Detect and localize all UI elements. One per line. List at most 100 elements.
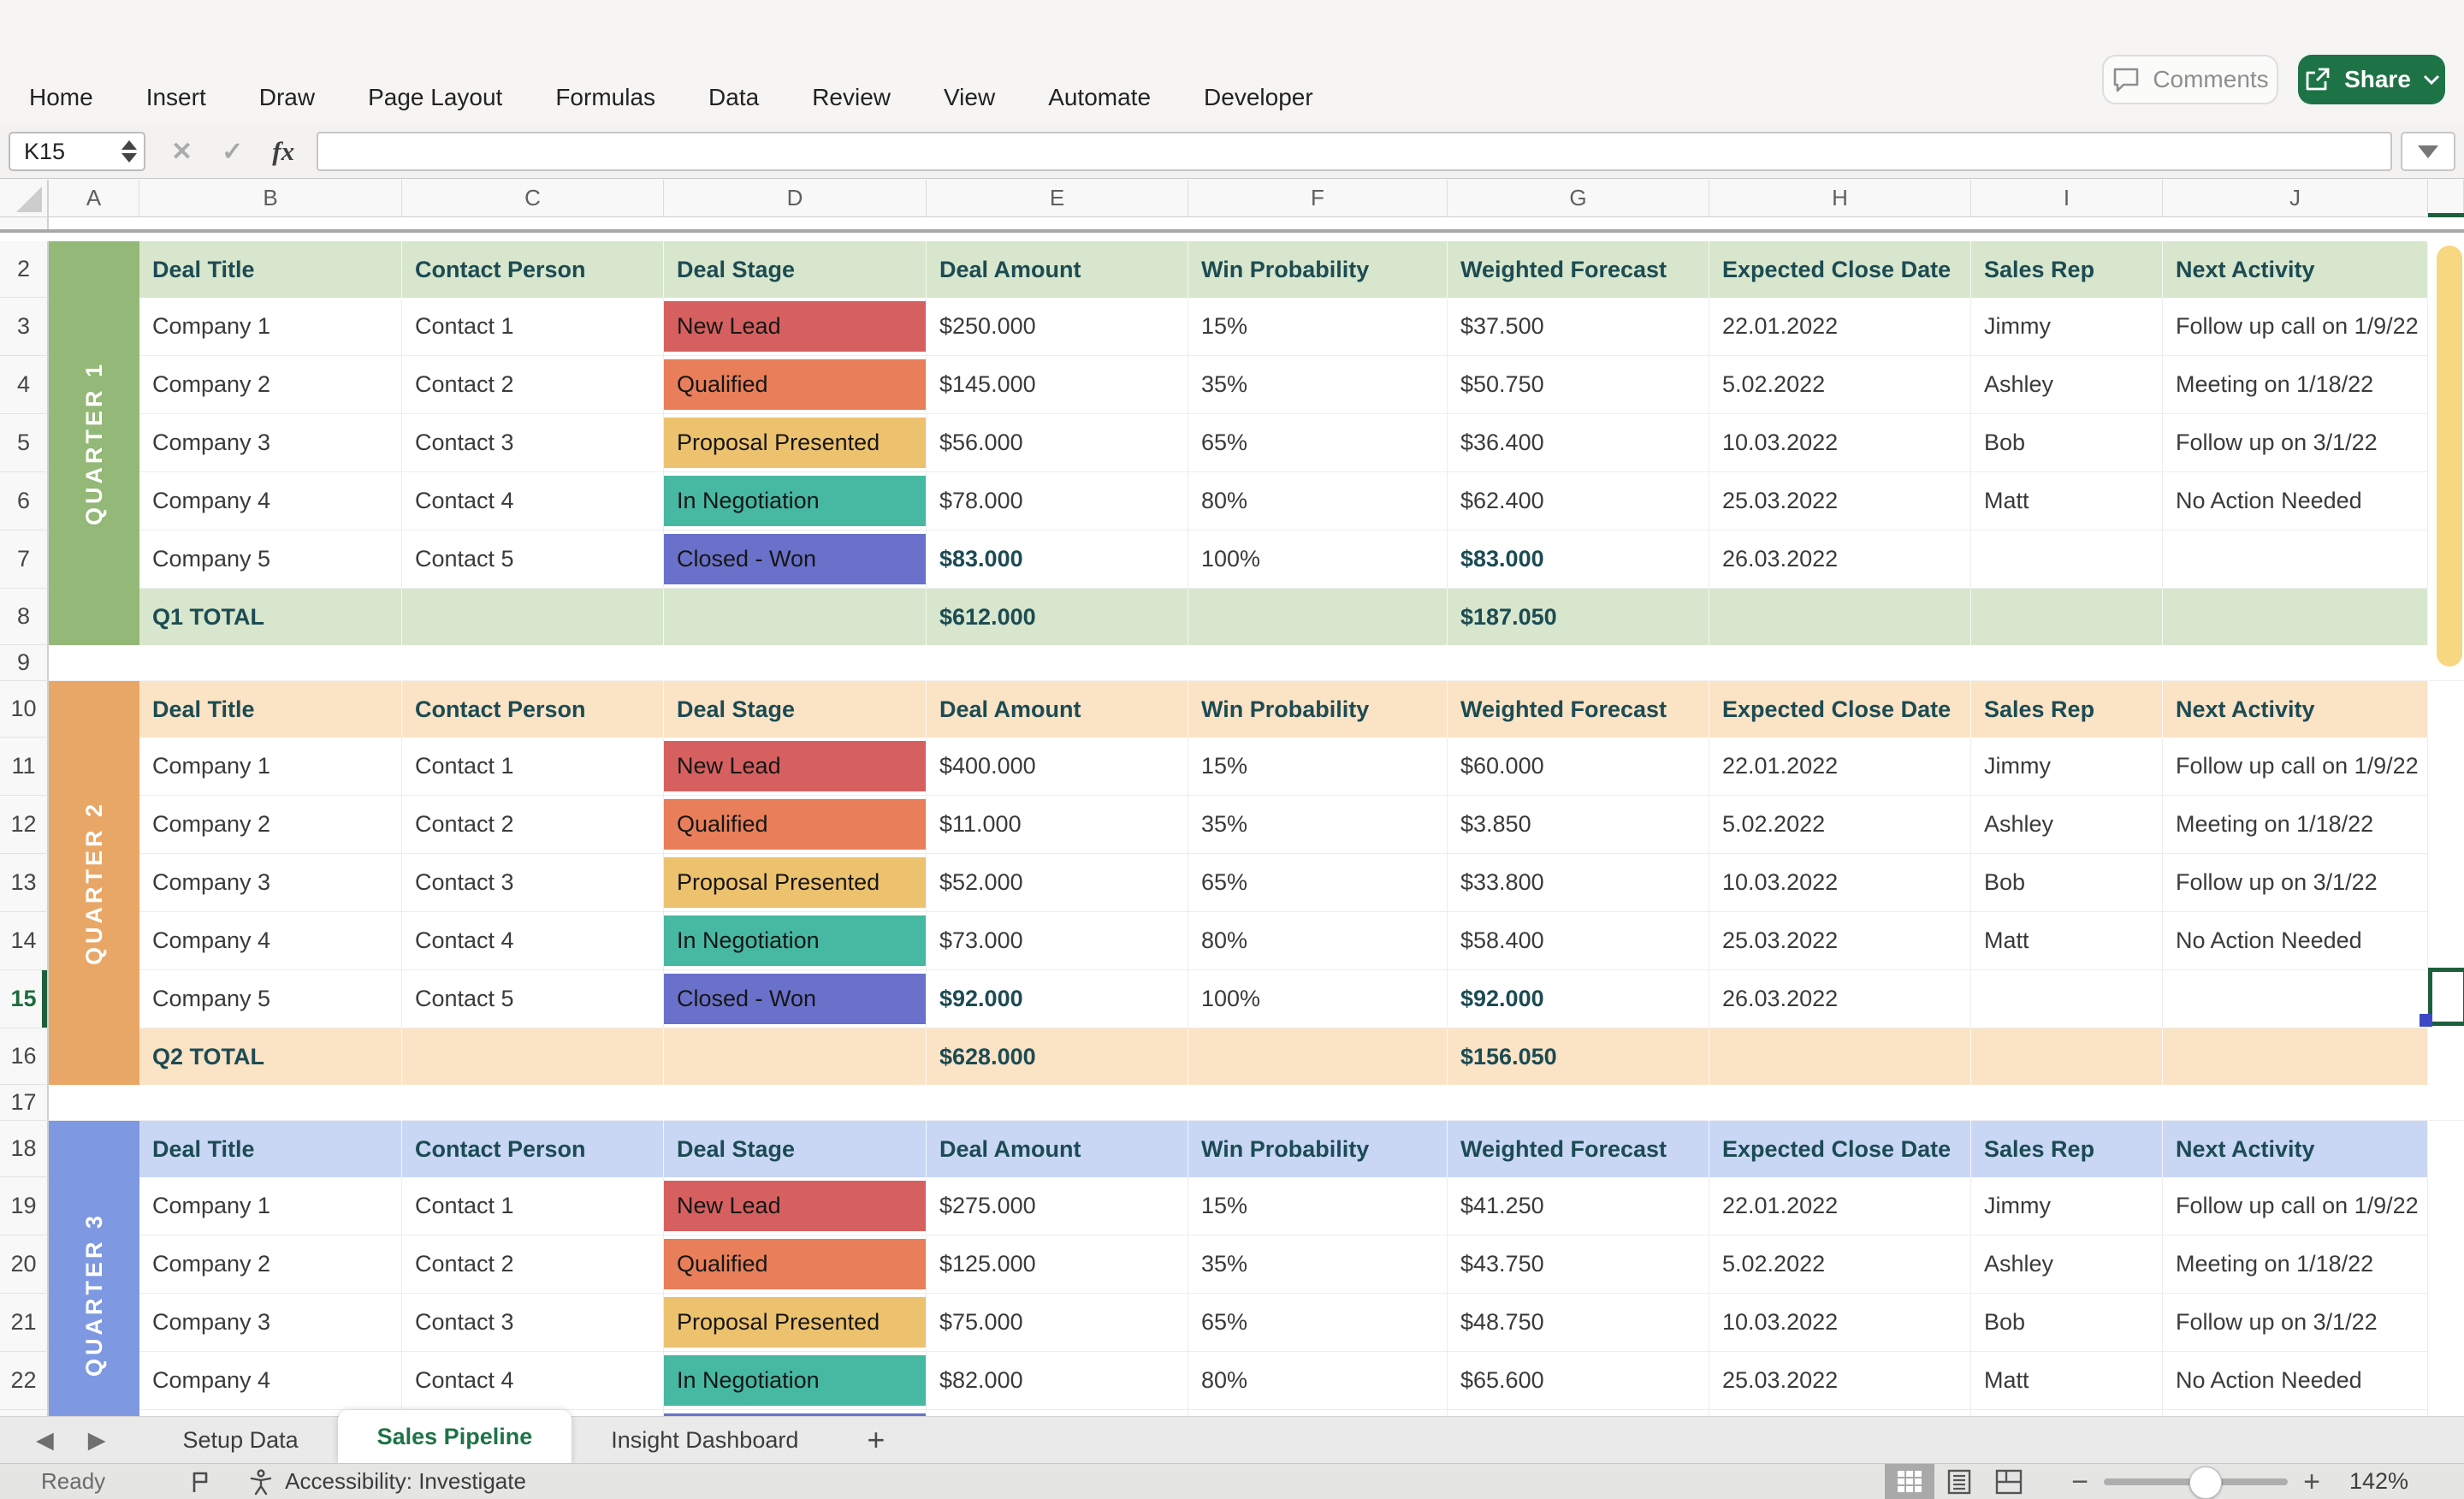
close-date-cell[interactable]: 5.02.2022 xyxy=(1709,1235,1971,1294)
column-title[interactable]: Expected Close Date xyxy=(1709,1121,1971,1177)
quarter-1-band[interactable]: QUARTER 1 xyxy=(49,241,139,645)
close-date-cell[interactable]: 5.02.2022 xyxy=(1709,796,1971,854)
deal-stage-cell[interactable]: Qualified xyxy=(664,356,927,414)
close-date-cell[interactable]: 22.01.2022 xyxy=(1709,298,1971,356)
column-title[interactable]: Contact Person xyxy=(402,681,664,738)
name-box-spinner[interactable] xyxy=(121,140,137,163)
row-number[interactable]: 16 xyxy=(0,1028,49,1085)
column-title[interactable]: Win Probability xyxy=(1188,1121,1448,1177)
contact-person-cell[interactable]: Contact 2 xyxy=(402,1235,664,1294)
column-header-b[interactable]: B xyxy=(139,180,402,216)
deal-stage-cell[interactable]: In Negotiation xyxy=(664,912,927,970)
sales-rep-cell[interactable] xyxy=(1971,530,2163,589)
column-header-i[interactable]: I xyxy=(1971,180,2163,216)
contact-person-cell[interactable]: Contact 4 xyxy=(402,912,664,970)
deal-stage-cell[interactable]: New Lead xyxy=(664,738,927,796)
weighted-forecast-cell[interactable] xyxy=(1448,1410,1709,1416)
win-probability-cell[interactable]: 80% xyxy=(1188,1352,1448,1410)
sales-rep-cell[interactable]: Bob xyxy=(1971,414,2163,472)
formula-bar-expand-button[interactable] xyxy=(2401,132,2455,171)
row-number[interactable]: 2 xyxy=(0,241,49,298)
deal-stage-cell[interactable]: New Lead xyxy=(664,1177,927,1235)
deal-stage-cell[interactable]: New Lead xyxy=(664,298,927,356)
win-probability-cell[interactable]: 35% xyxy=(1188,796,1448,854)
next-activity-cell[interactable]: Meeting on 1/18/22 xyxy=(2163,796,2428,854)
column-title[interactable]: Win Probability xyxy=(1188,681,1448,738)
deal-title-cell[interactable]: Company 4 xyxy=(139,1352,402,1410)
total-forecast-cell[interactable]: $187.050 xyxy=(1448,589,1709,645)
add-sheet-button[interactable]: + xyxy=(867,1422,886,1457)
win-probability-cell[interactable]: 65% xyxy=(1188,1294,1448,1352)
column-title[interactable]: Deal Amount xyxy=(927,681,1188,738)
next-activity-cell[interactable]: Follow up call on 1/9/22 xyxy=(2163,298,2428,356)
tab-home[interactable]: Home xyxy=(29,84,93,110)
win-probability-cell[interactable]: 100% xyxy=(1188,970,1448,1028)
deal-amount-cell[interactable]: $275.000 xyxy=(927,1177,1188,1235)
column-title[interactable]: Sales Rep xyxy=(1971,1121,2163,1177)
sales-rep-cell[interactable]: Ashley xyxy=(1971,356,2163,414)
contact-person-cell[interactable]: Contact 5 xyxy=(402,530,664,589)
total-forecast-cell[interactable]: $156.050 xyxy=(1448,1028,1709,1085)
column-header-e[interactable]: E xyxy=(927,180,1188,216)
zoom-in-button[interactable]: + xyxy=(2303,1465,2320,1498)
column-title[interactable]: Expected Close Date xyxy=(1709,681,1971,738)
deal-title-cell[interactable]: Company 5 xyxy=(139,530,402,589)
sales-rep-cell[interactable]: Jimmy xyxy=(1971,738,2163,796)
quarter-2-band[interactable]: QUARTER 2 xyxy=(49,681,139,1085)
sales-rep-cell[interactable]: Matt xyxy=(1971,1352,2163,1410)
deal-amount-cell[interactable]: $56.000 xyxy=(927,414,1188,472)
next-activity-cell[interactable]: No Action Needed xyxy=(2163,472,2428,530)
next-activity-cell[interactable]: Meeting on 1/18/22 xyxy=(2163,1235,2428,1294)
win-probability-cell[interactable]: 35% xyxy=(1188,356,1448,414)
column-header-g[interactable]: G xyxy=(1448,180,1709,216)
function-icon[interactable]: fx xyxy=(272,136,295,166)
sheet-tab-setup-data[interactable]: Setup Data xyxy=(182,1426,299,1453)
win-probability-cell[interactable]: 80% xyxy=(1188,912,1448,970)
column-header-d[interactable]: D xyxy=(664,180,927,216)
row-number[interactable]: 9 xyxy=(0,645,49,681)
deal-title-cell[interactable]: Company 1 xyxy=(139,738,402,796)
weighted-forecast-cell[interactable]: $92.000 xyxy=(1448,970,1709,1028)
column-header-f[interactable]: F xyxy=(1188,180,1448,216)
column-title[interactable]: Deal Amount xyxy=(927,241,1188,298)
deal-amount-cell[interactable]: $11.000 xyxy=(927,796,1188,854)
next-activity-cell[interactable]: Meeting on 1/18/22 xyxy=(2163,356,2428,414)
row-number[interactable]: 14 xyxy=(0,912,49,970)
deal-amount-cell[interactable] xyxy=(927,1410,1188,1416)
weighted-forecast-cell[interactable]: $62.400 xyxy=(1448,472,1709,530)
column-header-h[interactable]: H xyxy=(1709,180,1971,216)
weighted-forecast-cell[interactable]: $41.250 xyxy=(1448,1177,1709,1235)
next-activity-cell[interactable]: Follow up call on 1/9/22 xyxy=(2163,1177,2428,1235)
close-date-cell[interactable]: 10.03.2022 xyxy=(1709,414,1971,472)
tab-automate[interactable]: Automate xyxy=(1048,84,1152,110)
deal-stage-cell[interactable]: In Negotiation xyxy=(664,472,927,530)
column-header-j[interactable]: J xyxy=(2163,180,2428,216)
deal-amount-cell[interactable]: $125.000 xyxy=(927,1235,1188,1294)
sales-rep-cell[interactable] xyxy=(1971,1410,2163,1416)
close-date-cell[interactable]: 25.03.2022 xyxy=(1709,1352,1971,1410)
tab-insert[interactable]: Insert xyxy=(145,84,206,110)
sales-rep-cell[interactable]: Matt xyxy=(1971,912,2163,970)
row-number[interactable]: 3 xyxy=(0,298,49,356)
contact-person-cell[interactable]: Contact 3 xyxy=(402,414,664,472)
tab-page-layout[interactable]: Page Layout xyxy=(368,84,503,110)
deal-stage-cell[interactable]: Qualified xyxy=(664,796,927,854)
row-number[interactable]: 19 xyxy=(0,1177,49,1235)
empty-cell[interactable] xyxy=(1188,1028,1448,1085)
tab-review[interactable]: Review xyxy=(812,84,891,110)
row-number[interactable]: 12 xyxy=(0,796,49,854)
prev-sheet-icon[interactable]: ◀ xyxy=(36,1426,54,1453)
share-button[interactable]: Share xyxy=(2298,55,2445,104)
close-date-cell[interactable]: 5.02.2022 xyxy=(1709,356,1971,414)
close-date-cell[interactable]: 26.03.2022 xyxy=(1709,530,1971,589)
sales-rep-cell[interactable]: Ashley xyxy=(1971,1235,2163,1294)
row-number[interactable]: 10 xyxy=(0,681,49,738)
deal-stage-cell[interactable]: In Negotiation xyxy=(664,1352,927,1410)
weighted-forecast-cell[interactable]: $36.400 xyxy=(1448,414,1709,472)
total-amount-cell[interactable]: $628.000 xyxy=(927,1028,1188,1085)
empty-cell[interactable] xyxy=(664,589,927,645)
win-probability-cell[interactable]: 15% xyxy=(1188,738,1448,796)
win-probability-cell[interactable]: 15% xyxy=(1188,298,1448,356)
column-title[interactable]: Weighted Forecast xyxy=(1448,681,1709,738)
total-amount-cell[interactable]: $612.000 xyxy=(927,589,1188,645)
